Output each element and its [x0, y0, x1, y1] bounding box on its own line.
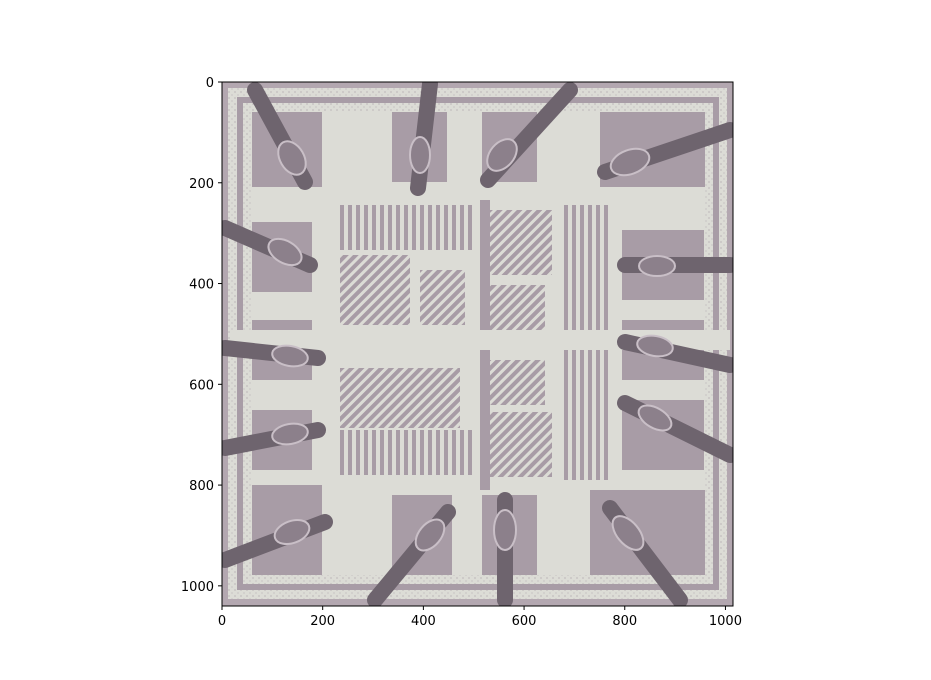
y-tick-label: 600 — [189, 378, 214, 393]
chip-die-image — [222, 82, 733, 606]
circuit-blocks — [230, 200, 730, 490]
y-axis: 0 200 400 600 800 1000 — [181, 76, 222, 595]
y-tick-label: 1000 — [181, 580, 214, 595]
bond-balls — [267, 136, 676, 552]
y-tick-label: 400 — [189, 278, 214, 293]
x-tick-label: 1000 — [709, 614, 742, 629]
x-tick-label: 200 — [310, 614, 335, 629]
x-axis: 0 200 400 600 800 1000 — [218, 606, 742, 629]
y-tick-label: 0 — [206, 76, 214, 91]
x-tick-label: 800 — [612, 614, 637, 629]
y-tick-label: 800 — [189, 479, 214, 494]
x-tick-label: 400 — [411, 614, 436, 629]
plot-frame — [221, 81, 734, 607]
x-tick-label: 600 — [512, 614, 537, 629]
y-tick-label: 200 — [189, 177, 214, 192]
bond-pads — [252, 112, 705, 575]
x-tick-label: 0 — [218, 614, 226, 629]
